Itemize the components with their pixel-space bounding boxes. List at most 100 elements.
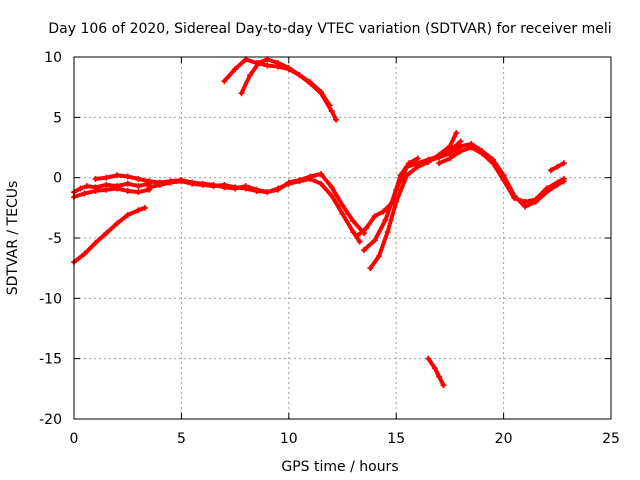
data-point	[339, 202, 346, 209]
data-point	[264, 189, 271, 196]
data-point	[328, 184, 335, 191]
series-line-track-morning-rise	[72, 205, 147, 265]
data-point	[103, 186, 110, 193]
data-point	[403, 172, 410, 179]
data-point	[453, 130, 460, 137]
data-point	[275, 60, 282, 67]
data-point	[296, 177, 303, 184]
data-point	[146, 178, 153, 185]
data-point	[146, 184, 153, 191]
data-point	[363, 225, 370, 232]
data-point	[328, 192, 335, 199]
data-point	[436, 154, 443, 161]
data-point	[255, 60, 262, 67]
data-point	[360, 247, 367, 254]
data-point	[356, 238, 363, 245]
data-point	[350, 218, 357, 225]
data-point	[238, 90, 245, 97]
data-point	[113, 185, 120, 192]
y-axis-label: SDTVAR / TECUs	[5, 181, 21, 296]
data-point	[189, 180, 196, 187]
data-point	[376, 253, 383, 260]
series-line-track-high-b	[239, 57, 332, 108]
x-axis-label: GPS time / hours	[281, 459, 398, 475]
series-line-track-dip-rise-c	[355, 156, 420, 238]
data-point	[318, 180, 325, 187]
data-point	[318, 88, 325, 95]
data-point	[307, 173, 314, 180]
data-point	[253, 187, 260, 194]
x-tick-label: 15	[387, 431, 405, 447]
data-point	[547, 167, 554, 174]
data-point	[199, 181, 206, 188]
data-point	[543, 185, 550, 192]
data-point	[554, 179, 561, 186]
chart-title: Day 106 of 2020, Sidereal Day-to-day VTE…	[48, 21, 611, 37]
series-line-track-dip-rise-b	[368, 131, 459, 271]
data-point	[156, 181, 163, 188]
data-point	[124, 187, 131, 194]
data-point	[367, 265, 374, 272]
y-tick-label: 0	[53, 171, 62, 187]
data-point	[242, 185, 249, 192]
data-point	[83, 183, 90, 190]
y-tick-label: -5	[48, 231, 62, 247]
data-point	[124, 180, 131, 187]
data-point	[135, 189, 142, 196]
data-point	[522, 198, 529, 205]
data-point	[560, 160, 567, 167]
data-point	[247, 72, 254, 79]
data-point	[371, 213, 378, 220]
data-point	[397, 172, 404, 179]
data-point	[296, 72, 303, 79]
data-point	[425, 157, 432, 164]
data-point	[436, 160, 443, 167]
data-point	[382, 216, 389, 223]
x-tick-label: 20	[495, 431, 513, 447]
data-point	[103, 230, 110, 237]
data-point	[350, 228, 357, 235]
data-point	[560, 175, 567, 182]
data-point	[468, 144, 475, 151]
data-point	[457, 148, 464, 155]
data-point	[500, 177, 507, 184]
x-tick-label: 25	[602, 431, 620, 447]
x-tick-label: 5	[177, 431, 186, 447]
data-point	[210, 183, 217, 190]
data-point	[339, 210, 346, 217]
data-point	[380, 208, 387, 215]
data-point	[388, 200, 395, 207]
x-tick-label: 10	[280, 431, 298, 447]
data-point	[92, 187, 99, 194]
data-point	[446, 155, 453, 162]
data-point	[414, 155, 421, 162]
y-tick-label: -20	[39, 412, 62, 428]
data-point	[511, 195, 518, 202]
data-point	[285, 179, 292, 186]
data-point	[113, 172, 120, 179]
data-point	[264, 62, 271, 69]
y-tick-label: 5	[53, 110, 62, 126]
data-point	[92, 239, 99, 246]
axis-ticks: 0 5 10 15 20 25 -20 -15 -10 -5 0 5 10	[39, 50, 620, 447]
data-point	[307, 79, 314, 86]
data-point	[103, 174, 110, 181]
series-line-track-dip-rise-a	[362, 139, 463, 253]
data-point	[81, 250, 88, 257]
data-point	[81, 190, 88, 197]
data-point	[479, 150, 486, 157]
data-point	[221, 78, 228, 85]
data-point	[489, 160, 496, 167]
data-point	[141, 204, 148, 211]
data-point	[124, 173, 131, 180]
data-point	[425, 355, 432, 362]
data-point	[431, 365, 438, 372]
data-point	[135, 207, 142, 214]
y-tick-label: -15	[39, 352, 62, 368]
data-point	[440, 382, 447, 389]
data-point	[328, 108, 335, 115]
series-line-track-outlier-low	[426, 356, 446, 388]
data-point	[232, 184, 239, 191]
data-point	[285, 64, 292, 71]
data-point	[326, 102, 333, 109]
